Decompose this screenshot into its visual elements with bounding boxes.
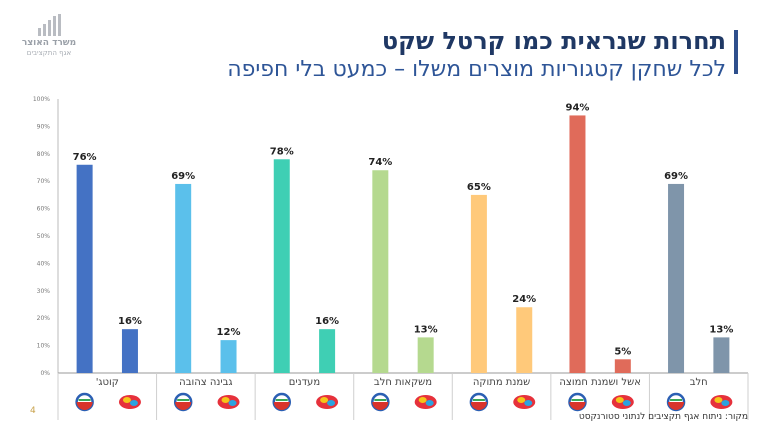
category-label: גבינה צהובה xyxy=(179,377,232,388)
brand-logo-b-spot-icon xyxy=(517,397,526,403)
slide-title: תחרות שנראית כמו קרטל שקט xyxy=(381,27,726,55)
bar-second xyxy=(121,329,138,373)
title-accent-bar xyxy=(734,30,738,74)
y-tick-label: 50% xyxy=(37,233,51,240)
brand-logo-b-spot2-icon xyxy=(622,400,631,406)
data-label-first: 78% xyxy=(270,146,294,157)
category-label: שמנת מתוקה xyxy=(473,377,530,388)
source-note: מקור: ניתוח אגף תקציבים לנתוני סטורנקסט xyxy=(578,412,748,422)
brand-logo-b-spot2-icon xyxy=(228,400,237,406)
data-label-first: 74% xyxy=(368,157,392,168)
brand-logo-b-spot-icon xyxy=(418,397,427,403)
data-label-second: 16% xyxy=(118,316,142,327)
bar-first xyxy=(76,164,93,373)
bar-first xyxy=(569,115,586,373)
category-label: מעדנים xyxy=(289,377,320,388)
brand-logo-b-spot2-icon xyxy=(425,400,434,406)
data-label-second: 13% xyxy=(414,324,438,335)
ministry-logo: משרד האוצר אגף התקציבים xyxy=(14,14,84,58)
data-label-first: 76% xyxy=(73,152,97,163)
data-label-first: 65% xyxy=(467,182,491,193)
data-label-second: 12% xyxy=(217,327,241,338)
brand-logo-b-spot-icon xyxy=(714,397,723,403)
y-tick-label: 100% xyxy=(33,96,50,103)
y-tick-label: 40% xyxy=(37,260,51,267)
y-tick-label: 70% xyxy=(37,178,51,185)
brand-logo-a-lower-icon xyxy=(175,402,192,410)
brand-logo-b-spot2-icon xyxy=(327,400,336,406)
data-label-second: 5% xyxy=(614,346,631,357)
bar-first xyxy=(372,170,389,373)
bar-second xyxy=(614,359,631,373)
brand-logo-b-spot-icon xyxy=(615,397,624,403)
data-label-second: 24% xyxy=(512,294,536,305)
page-number: 4 xyxy=(30,406,36,416)
y-tick-label: 60% xyxy=(37,206,51,213)
brand-logo-a-lower-icon xyxy=(668,402,685,410)
brand-logo-a-lower-icon xyxy=(273,402,290,410)
y-tick-label: 90% xyxy=(37,123,51,130)
y-tick-label: 20% xyxy=(37,315,51,322)
brand-logo-b-spot-icon xyxy=(320,397,329,403)
y-tick-label: 10% xyxy=(37,343,51,350)
brand-logo-a-lower-icon xyxy=(372,402,389,410)
bar-first xyxy=(668,183,685,373)
brand-logo-b-spot-icon xyxy=(122,397,131,403)
bar-first xyxy=(470,194,487,373)
brand-logo-b-spot2-icon xyxy=(721,400,730,406)
title-block: תחרות שנראית כמו קרטל שקט לכל שחקן קטגור… xyxy=(227,26,726,84)
category-label: אשל ושמנת חמוצה xyxy=(559,377,641,388)
bar-second xyxy=(417,337,434,373)
bar-first xyxy=(175,183,192,373)
logo-mark-icon xyxy=(14,14,84,36)
y-tick-label: 30% xyxy=(37,288,51,295)
data-label-first: 69% xyxy=(664,171,688,182)
data-label-first: 69% xyxy=(171,171,195,182)
bar-second xyxy=(516,307,533,373)
bar-second xyxy=(220,340,237,373)
bar-first xyxy=(273,159,290,373)
brand-logo-a-lower-icon xyxy=(470,402,487,410)
brand-logo-b-spot2-icon xyxy=(129,400,138,406)
y-tick-label: 0% xyxy=(40,370,50,377)
logo-line1: משרד האוצר xyxy=(21,38,77,48)
bar-second xyxy=(713,337,730,373)
data-label-second: 13% xyxy=(709,324,733,335)
category-label: משקאות חלב xyxy=(374,377,432,388)
brand-logo-b-spot2-icon xyxy=(524,400,533,406)
data-label-second: 16% xyxy=(315,316,339,327)
slide-subtitle: לכל שחקן קטגוריות מוצרים משלו – כמעט בלי… xyxy=(227,57,726,82)
brand-logo-a-lower-icon xyxy=(569,402,586,410)
brand-logo-a-lower-icon xyxy=(76,402,93,410)
brand-logo-b-spot-icon xyxy=(221,397,230,403)
bar-second xyxy=(319,329,336,373)
category-label: קוטג' xyxy=(96,377,119,388)
y-tick-label: 80% xyxy=(37,151,51,158)
logo-line2: אגף התקציבים xyxy=(26,49,72,57)
category-label: חלב xyxy=(690,377,708,388)
data-label-first: 94% xyxy=(566,102,590,113)
